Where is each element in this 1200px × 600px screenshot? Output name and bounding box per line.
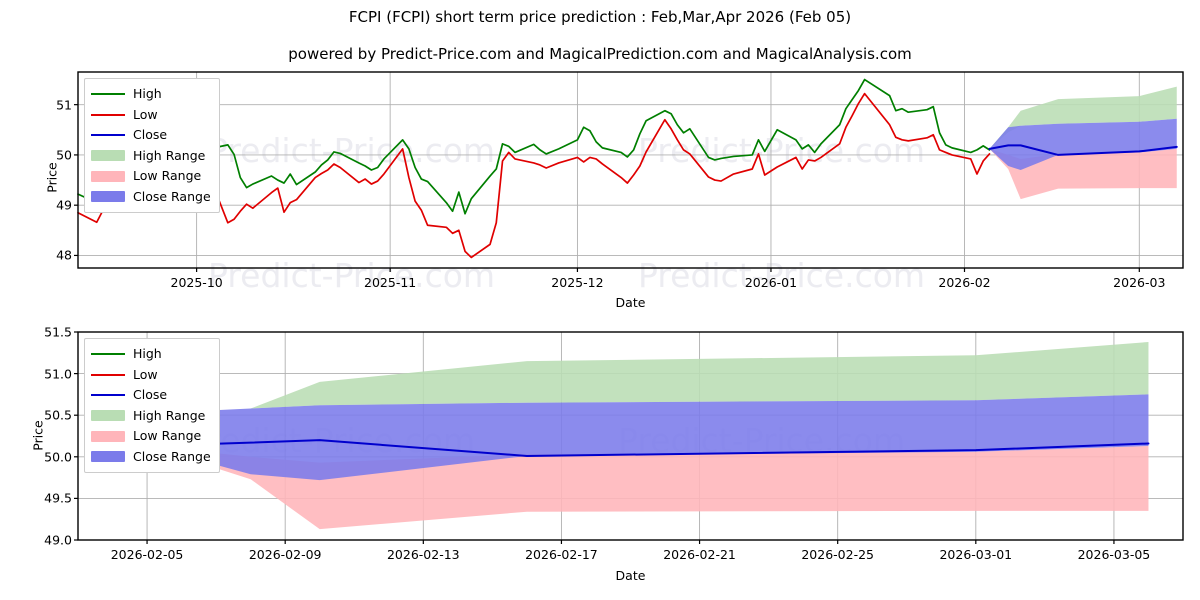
overview-legend-item-low-range[interactable]: Low Range bbox=[91, 166, 211, 187]
detail-x-tick-label: 2026-03-01 bbox=[939, 547, 1013, 562]
overview-x-axis-label: Date bbox=[615, 295, 646, 310]
close-series-line bbox=[988, 144, 1178, 156]
overview-y-tick-label: 48 bbox=[56, 247, 72, 263]
detail-y-tick-label: 49.0 bbox=[44, 532, 72, 548]
legend-line-swatch-icon bbox=[91, 348, 125, 360]
detail-y-tick-label: 50.5 bbox=[44, 407, 72, 423]
legend-item-label: Low Range bbox=[133, 428, 202, 443]
legend-patch-swatch-icon bbox=[91, 451, 125, 463]
svg-text:Predict-Price.com: Predict-Price.com bbox=[208, 131, 495, 170]
high-series-line bbox=[77, 78, 991, 215]
legend-patch-swatch-icon bbox=[91, 191, 125, 203]
overview-legend-item-high[interactable]: High bbox=[91, 84, 211, 105]
high-range-band bbox=[147, 341, 1149, 414]
svg-text:Predict-Price.com: Predict-Price.com bbox=[638, 256, 925, 295]
detail-y-tick-label: 49.5 bbox=[44, 490, 72, 506]
low-series-line bbox=[77, 92, 991, 259]
legend-patch-swatch-icon bbox=[91, 150, 125, 162]
detail-x-tick-label: 2026-02-17 bbox=[525, 547, 598, 562]
overview-legend-item-close[interactable]: Close bbox=[91, 125, 211, 146]
detail-legend-item-high[interactable]: High bbox=[91, 344, 211, 365]
detail-y-tick-label: 51.0 bbox=[44, 366, 72, 382]
detail-legend: High Low Close High Range Low Range Close Ran… bbox=[84, 338, 220, 473]
detail-x-tick-label: 2026-02-21 bbox=[663, 547, 736, 562]
high-range-band bbox=[989, 86, 1177, 149]
legend-line-swatch-icon bbox=[91, 129, 125, 141]
page-subtitle: powered by Predict-Price.com and Magical… bbox=[288, 45, 912, 63]
overview-legend-item-low[interactable]: Low bbox=[91, 105, 211, 126]
close-range-band bbox=[989, 118, 1177, 170]
detail-legend-item-close-range[interactable]: Close Range bbox=[91, 447, 211, 468]
detail-legend-item-low[interactable]: Low bbox=[91, 365, 211, 386]
legend-item-label: Close Range bbox=[133, 188, 211, 204]
detail-x-tick-label: 2026-02-25 bbox=[801, 547, 875, 562]
detail-y-axis-label: Price bbox=[30, 420, 46, 451]
overview-x-tick-label: 2026-01 bbox=[744, 275, 798, 290]
detail-legend-item-low-range[interactable]: Low Range bbox=[91, 426, 211, 447]
overview-y-tick-label: 50 bbox=[56, 147, 72, 163]
detail-x-tick-label: 2026-02-05 bbox=[110, 547, 184, 562]
legend-patch-swatch-icon bbox=[91, 410, 125, 422]
legend-item-label: Low bbox=[133, 366, 158, 382]
detail-y-tick-label: 51.5 bbox=[44, 324, 72, 340]
overview-x-tick-label: 2025-10 bbox=[170, 275, 223, 290]
overview-y-tick-label: 49 bbox=[56, 197, 72, 213]
detail-x-tick-label: 2026-02-13 bbox=[386, 547, 460, 562]
legend-item-label: High bbox=[133, 346, 162, 361]
legend-line-swatch-icon bbox=[91, 369, 125, 381]
legend-item-label: Close Range bbox=[133, 448, 211, 464]
legend-patch-swatch-icon bbox=[91, 430, 125, 442]
legend-line-swatch-icon bbox=[91, 389, 125, 401]
detail-x-tick-label: 2026-03-05 bbox=[1077, 547, 1151, 562]
legend-item-label: High Range bbox=[133, 407, 206, 423]
detail-legend-item-high-range[interactable]: High Range bbox=[91, 406, 211, 427]
detail-x-tick-label: 2026-02-09 bbox=[248, 547, 322, 562]
overview-legend-item-close-range[interactable]: Close Range bbox=[91, 187, 211, 208]
legend-item-label: High Range bbox=[133, 147, 206, 163]
overview-y-tick-label: 51 bbox=[56, 97, 72, 113]
legend-item-label: Close bbox=[133, 127, 168, 142]
overview-x-tick-label: 2026-03 bbox=[1113, 275, 1166, 290]
close-series-line bbox=[146, 439, 1150, 457]
overview-x-tick-label: 2025-11 bbox=[364, 275, 417, 290]
detail-legend-item-close[interactable]: Close bbox=[91, 385, 211, 406]
legend-item-label: Low Range bbox=[133, 168, 202, 183]
overview-x-tick-label: 2025-12 bbox=[551, 275, 604, 290]
legend-line-swatch-icon bbox=[91, 109, 125, 121]
page-title: FCPI (FCPI) short term price prediction … bbox=[348, 8, 852, 26]
overview-legend-item-high-range[interactable]: High Range bbox=[91, 146, 211, 167]
legend-line-swatch-icon bbox=[91, 88, 125, 100]
close-range-band bbox=[147, 394, 1149, 481]
legend-item-label: Low bbox=[133, 106, 158, 122]
overview-x-tick-label: 2026-02 bbox=[938, 275, 991, 290]
overview-legend: High Low Close High Range Low Range Close Ran… bbox=[84, 78, 220, 213]
legend-item-label: Close bbox=[133, 387, 168, 402]
legend-patch-swatch-icon bbox=[91, 170, 125, 182]
detail-x-axis-label: Date bbox=[615, 568, 646, 583]
svg-text:Predict-Price.com: Predict-Price.com bbox=[208, 256, 495, 295]
detail-y-tick-label: 50.0 bbox=[44, 449, 72, 465]
legend-item-label: High bbox=[133, 86, 162, 101]
